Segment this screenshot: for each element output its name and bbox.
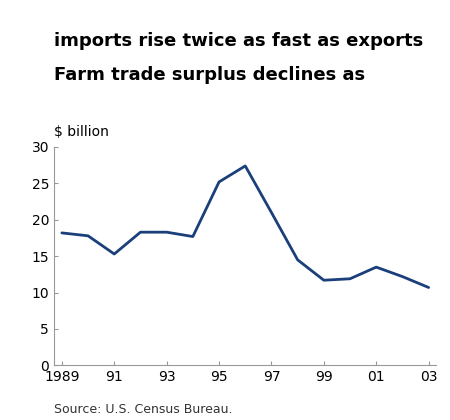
Text: Farm trade surplus declines as: Farm trade surplus declines as xyxy=(54,66,365,84)
Text: imports rise twice as fast as exports: imports rise twice as fast as exports xyxy=(54,32,423,50)
Text: $ billion: $ billion xyxy=(54,125,109,139)
Text: Source: U.S. Census Bureau.: Source: U.S. Census Bureau. xyxy=(54,403,233,416)
